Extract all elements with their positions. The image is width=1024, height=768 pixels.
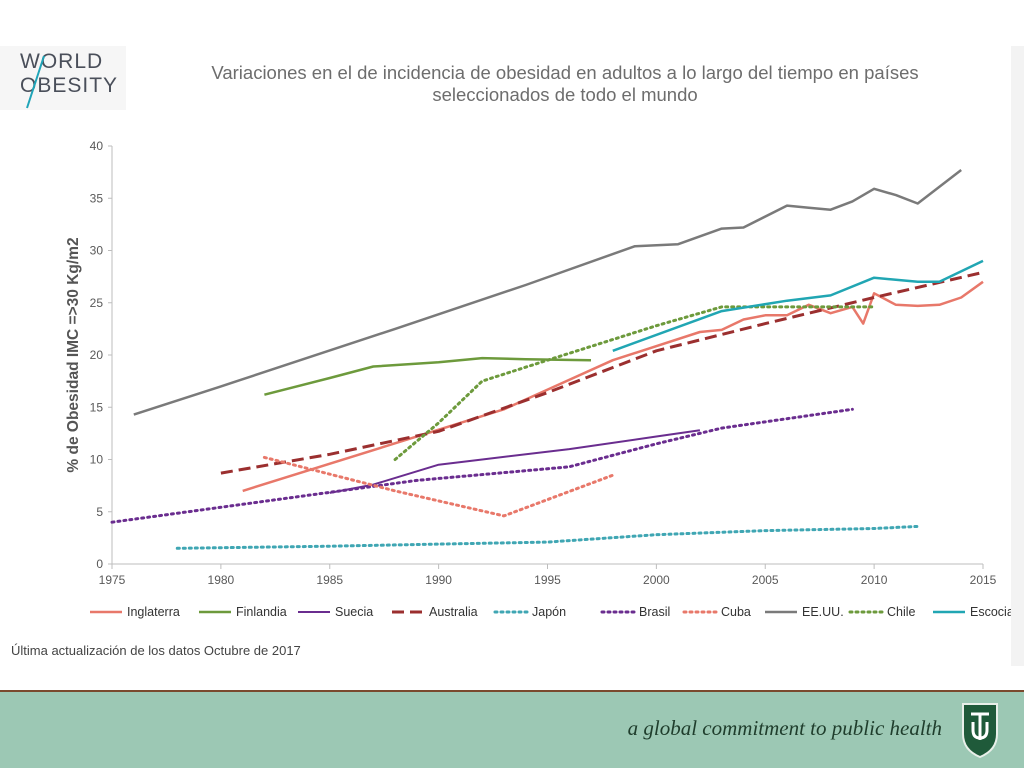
chart-title-line1: Variaciones en el de incidencia de obesi…	[211, 62, 919, 83]
logo-slash-icon	[26, 55, 45, 109]
y-tick-label: 40	[90, 139, 104, 153]
footer-band	[0, 692, 1024, 768]
chart-title-line2: seleccionados de todo el mundo	[432, 84, 698, 105]
chart-title: Variaciones en el de incidencia de obesi…	[150, 62, 980, 106]
university-shield-icon	[962, 703, 998, 759]
y-tick-label: 30	[90, 244, 104, 258]
x-tick-label: 2015	[970, 573, 997, 587]
x-tick-label: 1980	[208, 573, 235, 587]
series-line-chile	[393, 305, 876, 461]
series-line-jap-n	[175, 524, 920, 550]
data-update-footnote: Última actualización de los datos Octubr…	[11, 643, 301, 658]
legend-label: EE.UU.	[802, 605, 844, 619]
x-tick-label: 1990	[425, 573, 452, 587]
legend-label: Cuba	[721, 605, 751, 619]
slide-edge-panel	[1011, 46, 1024, 666]
footer-tagline: a global commitment to public health	[627, 716, 942, 740]
x-tick-label: 1995	[534, 573, 561, 587]
obesity-line-chart: 0 5 10 15 20 25 30 35 40 1975 1980 1985 1990 1995 2000…	[65, 139, 1014, 619]
y-tick-label: 15	[90, 400, 104, 414]
x-tick-label: 1985	[316, 573, 343, 587]
series-line-brasil	[110, 407, 854, 524]
series-line-escocia	[612, 259, 984, 352]
legend-label: Finlandia	[236, 605, 287, 619]
legend-label: Inglaterra	[127, 605, 180, 619]
y-tick-label: 20	[90, 348, 104, 362]
series-line-suecia	[329, 429, 701, 494]
series-line-cuba	[262, 455, 615, 518]
x-tick-label: 1975	[99, 573, 126, 587]
y-tick-label: 35	[90, 191, 104, 205]
world-obesity-logo	[0, 46, 126, 110]
y-tick-label: 0	[96, 557, 103, 571]
legend-label: Escocia	[970, 605, 1014, 619]
legend-label: Suecia	[335, 605, 373, 619]
y-tick-label: 5	[96, 505, 103, 519]
legend-label: Australia	[429, 605, 478, 619]
y-axis-label: % de Obesidad IMC =>30 Kg/m2	[65, 237, 82, 472]
legend-label: Brasil	[639, 605, 670, 619]
logo-text-line2: OBESITY	[20, 74, 119, 97]
series-line-australia	[220, 270, 984, 475]
series-line-ee-uu-	[133, 169, 962, 416]
footer-divider	[0, 690, 1024, 692]
x-tick-label: 2010	[861, 573, 888, 587]
legend-label: Japón	[532, 605, 566, 619]
legend-label: Chile	[887, 605, 916, 619]
x-tick-label: 2000	[643, 573, 670, 587]
series-line-inglaterra	[242, 280, 984, 493]
y-tick-label: 25	[90, 296, 104, 310]
x-tick-label: 2005	[752, 573, 779, 587]
series-line-finlandia	[264, 356, 592, 396]
y-tick-label: 10	[90, 453, 104, 467]
